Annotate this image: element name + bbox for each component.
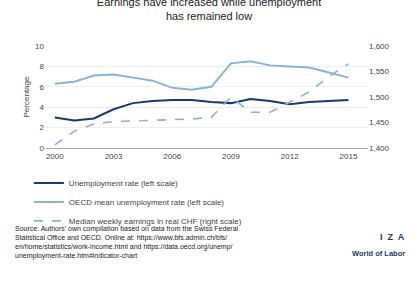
svg-text:Median weekly earnings in real: Median weekly earnings in real CHF (righ… xyxy=(69,217,242,226)
svg-text:0: 0 xyxy=(40,144,45,153)
svg-text:Earnings have increased while: Earnings have increased while unemployme… xyxy=(97,0,321,22)
svg-text:Percentage: Percentage xyxy=(22,76,31,117)
svg-text:6: 6 xyxy=(40,83,45,92)
svg-text:1,400: 1,400 xyxy=(369,144,390,153)
svg-text:10: 10 xyxy=(35,42,44,51)
svg-text:2015: 2015 xyxy=(340,152,358,161)
svg-text:2003: 2003 xyxy=(105,152,123,161)
svg-text:2006: 2006 xyxy=(163,152,181,161)
svg-text:4: 4 xyxy=(40,103,45,112)
svg-text:1,450: 1,450 xyxy=(369,118,390,127)
svg-text:8: 8 xyxy=(40,62,45,71)
svg-text:2012: 2012 xyxy=(281,152,299,161)
svg-text:World of Labor: World of Labor xyxy=(352,249,405,258)
svg-text:2000: 2000 xyxy=(46,152,64,161)
svg-text:2009: 2009 xyxy=(222,152,240,161)
svg-text:1,500: 1,500 xyxy=(369,93,390,102)
svg-text:OECD mean unemployment rate (l: OECD mean unemployment rate (left scale) xyxy=(69,198,225,207)
svg-text:1,550: 1,550 xyxy=(369,67,390,76)
svg-text:Source: Authors’ own compilati: Source: Authors’ own compilation based o… xyxy=(15,225,239,260)
svg-text:I Z A: I Z A xyxy=(380,232,405,242)
svg-text:1,600: 1,600 xyxy=(369,42,390,51)
svg-text:Unemployment rate (left scale): Unemployment rate (left scale) xyxy=(69,179,178,188)
svg-text:2: 2 xyxy=(40,123,45,132)
